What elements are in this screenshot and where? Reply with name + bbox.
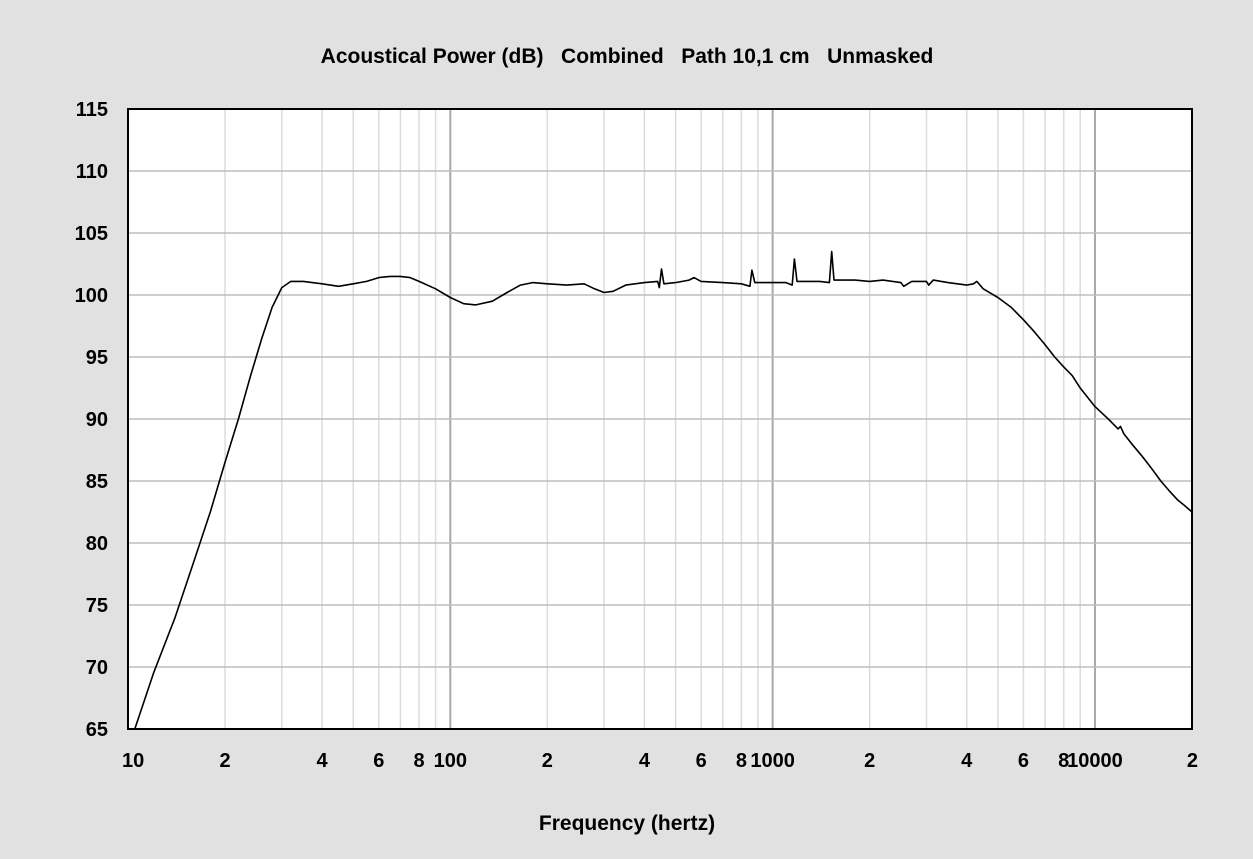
y-tick-label: 110 [76,161,108,183]
x-tick-label: 8 [736,750,747,772]
x-tick-label: 10000 [1067,750,1123,772]
y-tick-label: 95 [86,347,108,369]
x-tick-label: 10 [122,750,144,772]
x-tick-label: 6 [373,750,384,772]
x-tick-label: 8 [1058,750,1069,772]
x-tick-label: 2 [864,750,875,772]
x-axis-title: Frequency (hertz) [539,812,715,835]
series-layer [134,250,1193,730]
x-tick-label: 1000 [750,750,795,772]
x-tick-label: 2 [219,750,230,772]
grid [128,109,1192,729]
y-tick-label: 115 [76,99,108,121]
y-tick-label: 65 [86,719,108,741]
y-tick-label: 90 [86,409,108,431]
y-tick-label: 75 [86,595,108,617]
x-tick-label: 8 [414,750,425,772]
x-tick-label: 6 [696,750,707,772]
y-tick-label: 100 [75,285,108,307]
x-tick-label: 4 [961,750,973,772]
x-tick-label: 100 [434,750,467,772]
x-tick-label: 4 [639,750,651,772]
y-tick-label: 105 [75,223,108,245]
y-axis-ticks: 65 70 75 80 85 90 95 100 105 110 115 [75,99,108,741]
x-tick-label: 4 [316,750,328,772]
x-tick-label: 6 [1018,750,1029,772]
x-tick-label: 2 [1187,750,1198,772]
x-tick-label: 2 [542,750,553,772]
chart-title: Acoustical Power (dB) Combined Path 10,1… [321,45,934,68]
plot-frame [127,108,1193,730]
y-tick-label: 70 [86,657,108,679]
y-tick-label: 85 [86,471,108,493]
y-tick-label: 80 [86,533,108,555]
series-line [134,250,1193,730]
